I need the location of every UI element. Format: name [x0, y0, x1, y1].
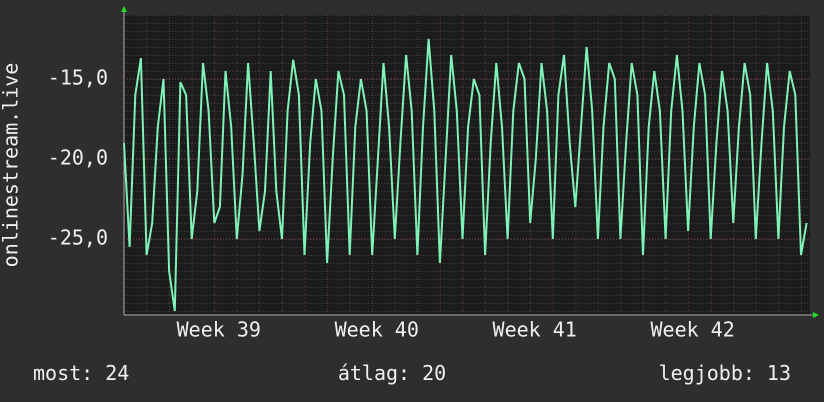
x-arrow [813, 312, 819, 318]
y-arrow [121, 6, 127, 12]
x-tick-label: Week 41 [493, 318, 577, 342]
stat-label: legjobb: [659, 361, 755, 385]
y-tick-label: -25,0 [48, 226, 108, 250]
stat-value: 13 [767, 361, 791, 385]
footer-stat: most: 24 [33, 361, 129, 385]
stat-value: 24 [105, 361, 129, 385]
x-tick-label: Week 39 [177, 318, 261, 342]
stat-label: átlag: [338, 361, 410, 385]
stat-value: 20 [422, 361, 446, 385]
y-tick-label: -15,0 [48, 66, 108, 90]
footer-stat: átlag: 20 [338, 361, 446, 385]
y-tick-label: -20,0 [48, 146, 108, 170]
x-tick-label: Week 42 [651, 318, 735, 342]
x-tick-label: Week 40 [335, 318, 419, 342]
data-line [123, 38, 808, 312]
stat-label: most: [33, 361, 93, 385]
y-axis-label: onlinestream.live [0, 63, 23, 268]
footer-stat: legjobb: 13 [659, 361, 791, 385]
